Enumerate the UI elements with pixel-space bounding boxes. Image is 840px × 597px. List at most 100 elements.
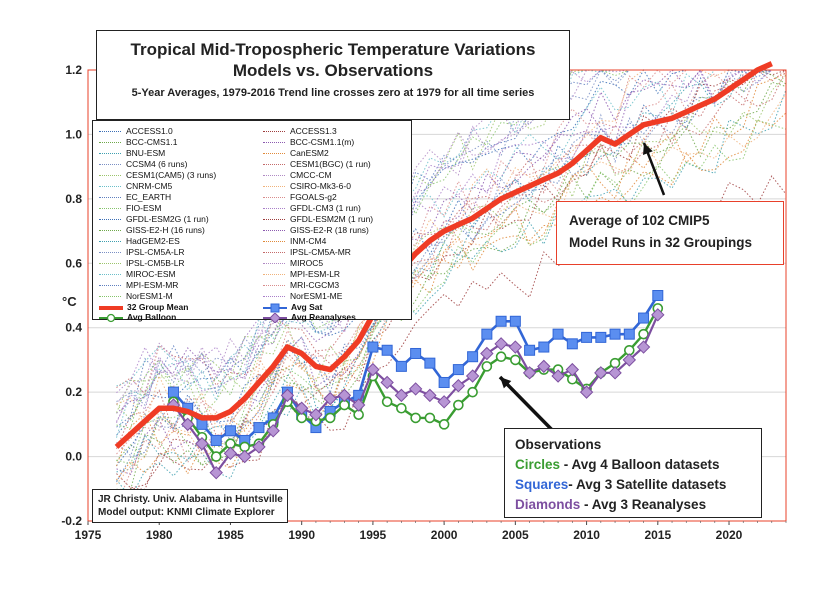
reanalysis-point bbox=[366, 362, 380, 377]
reanalysis-point bbox=[537, 359, 551, 374]
model-run-line bbox=[116, 69, 787, 396]
legend-swatch bbox=[263, 164, 285, 166]
model-run-line bbox=[116, 69, 787, 466]
legend-swatch bbox=[99, 186, 121, 188]
chart-subtitle: Models vs. Observations bbox=[232, 61, 434, 80]
satellite-point bbox=[623, 328, 635, 340]
x-tick-label: 1990 bbox=[288, 528, 315, 542]
y-tick-label: 0.4 bbox=[65, 321, 82, 335]
reanalysis-point bbox=[323, 391, 337, 406]
x-tick-label: 1980 bbox=[146, 528, 173, 542]
observations-annotation: Observations Circles - Avg 4 Balloon dat… bbox=[504, 428, 762, 518]
credit-line1: JR Christy. Univ. Alabama in Huntsville bbox=[98, 494, 283, 505]
satellite-point bbox=[495, 315, 507, 327]
reanalysis-point bbox=[437, 395, 451, 409]
model-run-line bbox=[116, 69, 786, 414]
reanalysis-point bbox=[209, 465, 223, 480]
satellite-point bbox=[538, 341, 550, 353]
model-average-line2: Model Runs in 32 Groupings bbox=[569, 235, 753, 250]
observations-diamonds: Diamonds - Avg 3 Reanalyses bbox=[515, 495, 761, 515]
y-tick-label: 0.8 bbox=[65, 192, 82, 206]
diamonds-word: Diamonds bbox=[515, 497, 581, 512]
satellite-point bbox=[452, 364, 464, 376]
circles-desc: - Avg 4 Balloon datasets bbox=[560, 457, 720, 472]
legend-label: GFDL-ESM2G (1 run) bbox=[126, 214, 209, 224]
legend-swatch bbox=[99, 131, 121, 133]
balloon-point bbox=[424, 412, 436, 424]
legend-swatch bbox=[99, 164, 121, 166]
satellite-point bbox=[581, 331, 593, 343]
legend-item-model: INM-CM4 bbox=[263, 236, 326, 246]
legend-swatch bbox=[99, 208, 121, 210]
legend-item-model: CMCC-CM bbox=[263, 170, 332, 180]
legend-item-model: MIROC5 bbox=[263, 258, 323, 268]
axis-ticks: -0.2 0.0 0.2 0.4 0.6 0.8 1.0 1.2 1975 1980 1985 199… bbox=[61, 63, 787, 542]
x-tick-label: 2015 bbox=[644, 528, 671, 542]
reanalysis-point bbox=[237, 449, 252, 464]
legend-item-model: HadGEM2-ES bbox=[99, 236, 180, 246]
reanalysis-point bbox=[195, 436, 209, 451]
legend-item-model: GFDL-ESM2G (1 run) bbox=[99, 214, 209, 224]
legend-item-model: NorESM1-ME bbox=[263, 291, 342, 301]
satellite-point bbox=[438, 376, 450, 388]
legend-label: Avg Sat bbox=[291, 302, 323, 312]
legend-item-model: IPSL-CM5A-LR bbox=[99, 247, 185, 257]
satellite-point bbox=[253, 422, 265, 434]
satellite-point bbox=[395, 360, 407, 372]
reanalysis-point bbox=[266, 424, 280, 438]
legend-label: CNRM-CM5 bbox=[126, 181, 173, 191]
legend-swatch bbox=[99, 305, 123, 310]
legend-item-model: EC_EARTH bbox=[99, 192, 171, 202]
satellite-point bbox=[481, 328, 493, 340]
reanalysis-point bbox=[351, 398, 366, 412]
legend-label: MIROC5 bbox=[290, 258, 324, 268]
squares-desc: - Avg 3 Satellite datasets bbox=[568, 477, 727, 492]
satellite-point bbox=[381, 344, 393, 356]
legend-label: CSIRO-Mk3-6-0 bbox=[290, 181, 351, 191]
legend-label: MPI-ESM-LR bbox=[290, 269, 341, 279]
legend-item-32-group-mean: 32 Group Mean bbox=[99, 302, 188, 313]
legend-item-model: IPSL-CM5B-LR bbox=[99, 258, 185, 268]
x-tick-label: 1975 bbox=[75, 528, 102, 542]
legend-swatch bbox=[99, 175, 121, 177]
annotation-arrow-shaft bbox=[498, 375, 562, 440]
balloon-point bbox=[324, 412, 336, 424]
legend-swatch bbox=[263, 131, 285, 133]
balloon-point bbox=[210, 451, 222, 462]
annotation-arrow-head bbox=[500, 377, 512, 389]
credit-line2: Model output: KNMI Climate Explorer bbox=[98, 507, 275, 518]
legend-label: CESM1(BGC) (1 run) bbox=[290, 159, 371, 169]
legend-item-avg-balloon: Avg Balloon bbox=[99, 312, 176, 323]
reanalysis-point bbox=[494, 337, 508, 351]
series-line-32-group-mean bbox=[114, 61, 773, 449]
legend-label: CanESM2 bbox=[290, 148, 329, 158]
reanalysis-point bbox=[451, 378, 466, 393]
legend-label: BCC-CMS1.1 bbox=[126, 137, 178, 147]
legend-item-model: CESM1(BGC) (1 run) bbox=[263, 159, 371, 169]
model-run-line bbox=[116, 89, 787, 500]
legend-swatch bbox=[99, 263, 121, 265]
balloon-point bbox=[510, 354, 521, 366]
legend-swatch bbox=[263, 219, 285, 221]
legend-label: IPSL-CM5A-MR bbox=[290, 247, 351, 257]
legend-swatch bbox=[263, 274, 285, 276]
reanalysis-point bbox=[551, 369, 565, 383]
legend-item-model: CESM1(CAM5) (3 runs) bbox=[99, 170, 216, 180]
legend-swatch bbox=[263, 208, 285, 210]
y-tick-label: -0.2 bbox=[61, 514, 82, 528]
legend-swatch bbox=[263, 186, 285, 188]
legend-item-avg-sat: Avg Sat bbox=[263, 302, 322, 313]
legend-item-model: MPI-ESM-LR bbox=[263, 269, 340, 279]
legend-item-avg-reanalyses: Avg Reanalyses bbox=[263, 312, 356, 324]
reanalysis-point bbox=[337, 388, 352, 403]
model-average-annotation: Average of 102 CMIP5 Model Runs in 32 Gr… bbox=[556, 201, 784, 265]
legend-label: GFDL-CM3 (1 run) bbox=[290, 203, 361, 213]
satellite-point bbox=[509, 315, 521, 327]
legend-item-model: CNRM-CM5 bbox=[99, 181, 172, 191]
legend-swatch bbox=[263, 197, 285, 199]
reanalysis-point bbox=[394, 388, 409, 403]
legend-item-model: BCC-CMS1.1 bbox=[99, 137, 177, 147]
legend-label: ACCESS1.0 bbox=[126, 126, 173, 136]
model-run-line bbox=[116, 69, 786, 407]
